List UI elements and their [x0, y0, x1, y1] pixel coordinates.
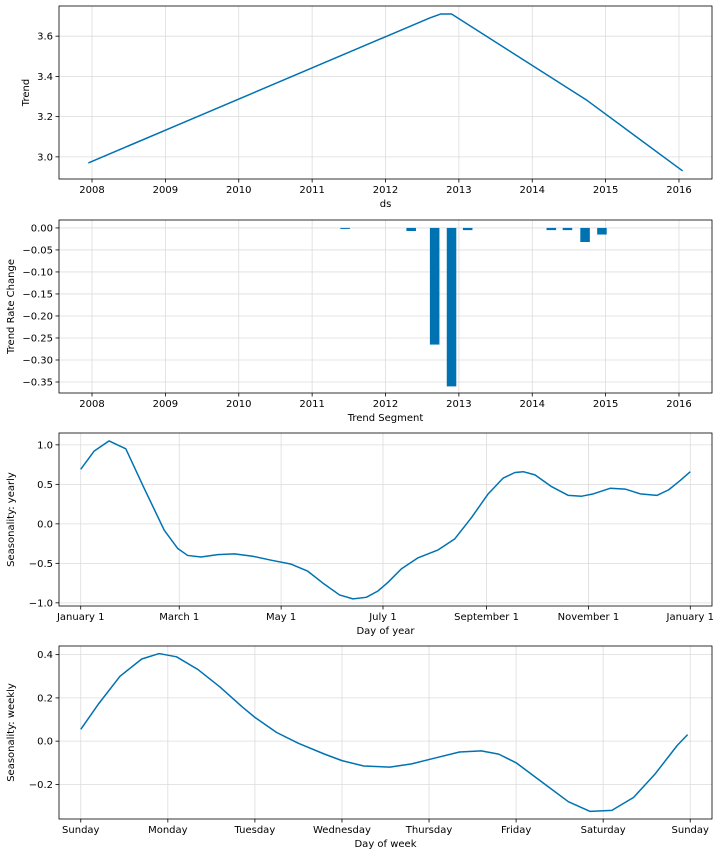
x-tick-label: January 1	[56, 612, 104, 623]
x-tick-label: July 1	[368, 612, 397, 623]
x-tick-label: Sunday	[62, 825, 99, 836]
x-tick-label: 2011	[299, 185, 324, 196]
x-axis-label: Trend Segment	[347, 413, 424, 424]
x-tick-label: November 1	[558, 612, 620, 623]
trend-panel: 2008 2009 2010 2011 2012 2013 2014 2015 2016 3.0 3…	[21, 5, 713, 210]
x-tick-label: 2013	[446, 185, 471, 196]
y-tick-label: 0.0	[37, 737, 53, 748]
y-tick-label: 3.6	[37, 32, 53, 43]
x-tick-label: 2010	[226, 185, 251, 196]
x-tick-label: 2014	[520, 185, 545, 196]
y-tick-label: 3.2	[37, 112, 53, 123]
axes-frame	[58, 432, 713, 607]
y-axis-label: Seasonality: weekly	[6, 683, 17, 782]
y-tick-label: −1.0	[29, 598, 53, 609]
x-tick-label: Wednesday	[313, 825, 371, 836]
x-tick-label: 2009	[153, 185, 178, 196]
bar	[462, 227, 473, 231]
x-tick-label: 2016	[666, 185, 691, 196]
yearly-seasonality-line	[80, 440, 691, 600]
trend-rate-change-panel: 2008 2009 2010 2011 2012 2013 2014 2015 2016 0.00…	[6, 219, 713, 424]
x-tick-label: 2013	[446, 399, 471, 410]
y-tick-label: 0.0	[37, 519, 53, 530]
x-tick-label: 2014	[520, 399, 545, 410]
x-tick-label: May 1	[266, 612, 296, 623]
x-tick-label: 2010	[226, 399, 251, 410]
y-tick-label: −0.15	[22, 289, 53, 300]
x-tick-label: 2008	[79, 185, 104, 196]
x-tick-label: 2012	[373, 399, 398, 410]
y-tick-label: 0.5	[37, 480, 53, 491]
bar	[546, 227, 557, 231]
bar	[562, 227, 573, 231]
x-tick-label: 2012	[373, 185, 398, 196]
y-axis-label: Trend Rate Change	[6, 259, 17, 355]
y-tick-label: 3.0	[37, 152, 53, 163]
x-axis-label: ds	[380, 199, 392, 210]
y-tick-label: 1.0	[37, 440, 53, 451]
x-tick-label: March 1	[159, 612, 199, 623]
y-tick-label: −0.35	[22, 377, 53, 388]
bar	[580, 227, 590, 243]
y-tick-label: −0.10	[22, 267, 53, 278]
y-tick-label: −0.25	[22, 333, 53, 344]
x-tick-label: 2015	[593, 185, 618, 196]
y-tick-label: −0.20	[22, 311, 53, 322]
x-tick-label: Tuesday	[234, 825, 276, 836]
y-tick-label: −0.05	[22, 245, 53, 256]
x-axis-label: Day of week	[354, 839, 416, 850]
bar	[429, 227, 440, 345]
x-tick-label: 2016	[666, 399, 691, 410]
y-axis-label: Trend	[21, 79, 32, 107]
x-tick-label: Thursday	[405, 825, 453, 836]
x-tick-label: September 1	[454, 612, 519, 623]
y-tick-label: 0.2	[37, 693, 53, 704]
weekly-seasonality-line	[80, 652, 689, 813]
y-tick-label: −0.30	[22, 355, 53, 366]
yearly-seasonality-panel: January 1 March 1 May 1 July 1 September 1 No…	[6, 432, 714, 637]
trend-line	[88, 13, 684, 172]
x-tick-label: 2015	[593, 399, 618, 410]
x-tick-label: 2008	[79, 399, 104, 410]
y-axis-label: Seasonality: yearly	[6, 472, 17, 567]
weekly-seasonality-panel: Sunday Monday Tuesday Wednesday Thursday Frid…	[6, 645, 713, 850]
bar	[340, 227, 350, 229]
y-tick-label: −0.5	[29, 559, 53, 570]
x-tick-label: Sunday	[672, 825, 709, 836]
x-tick-label: Friday	[501, 825, 531, 836]
y-tick-label: 3.4	[37, 72, 53, 83]
x-axis-label: Day of year	[356, 626, 415, 637]
bar	[597, 227, 607, 235]
y-tick-label: −0.2	[29, 780, 53, 791]
bar	[446, 227, 457, 387]
x-tick-label: January 1	[666, 612, 714, 623]
axes-frame	[58, 645, 713, 820]
y-tick-label: 0.4	[37, 650, 53, 661]
x-tick-label: 2011	[299, 399, 324, 410]
bar	[406, 227, 416, 232]
y-tick-label: 0.00	[31, 223, 53, 234]
x-tick-label: Monday	[148, 825, 188, 836]
x-tick-label: Saturday	[581, 825, 626, 836]
x-tick-label: 2009	[153, 399, 178, 410]
